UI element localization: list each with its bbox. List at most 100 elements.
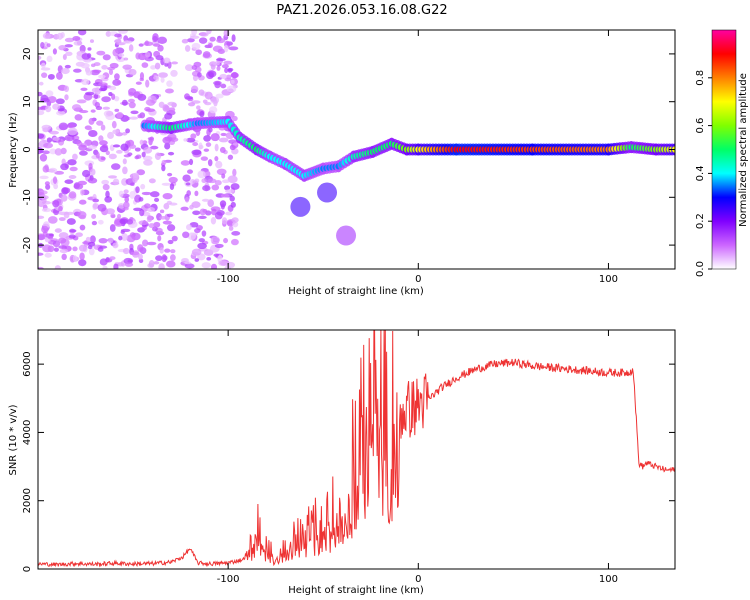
y-tick-label: 0	[22, 566, 33, 572]
noise-speckle	[112, 129, 120, 135]
noise-speckle	[98, 219, 104, 225]
snr-line	[38, 330, 675, 568]
noise-speckle	[206, 257, 212, 261]
noise-speckle	[79, 252, 85, 261]
noise-speckle	[198, 89, 205, 96]
noise-speckle	[210, 263, 218, 269]
noise-speckle	[124, 262, 134, 267]
noise-speckle	[199, 32, 209, 37]
noise-speckle	[118, 53, 125, 58]
noise-speckle	[150, 65, 157, 70]
noise-speckle	[102, 106, 111, 110]
noise-speckle	[202, 51, 211, 58]
noise-speckle	[108, 175, 118, 179]
noise-speckle	[108, 91, 113, 97]
noise-speckle	[71, 104, 82, 111]
noise-speckle	[133, 91, 141, 99]
noise-speckle	[225, 211, 233, 216]
noise-speckle	[158, 263, 165, 269]
noise-speckle	[210, 236, 220, 244]
noise-speckle	[114, 33, 122, 38]
noise-speckle	[94, 87, 101, 95]
noise-speckle	[56, 110, 66, 116]
noise-speckle	[48, 167, 58, 174]
noise-speckle	[189, 204, 194, 210]
noise-speckle	[201, 230, 207, 237]
noise-speckle	[129, 190, 136, 199]
noise-speckle	[164, 142, 171, 150]
noise-speckle	[92, 203, 100, 210]
noise-speckle	[56, 71, 63, 80]
noise-speckle	[44, 181, 50, 186]
noise-speckle	[205, 142, 212, 147]
snr-xlabel: Height of straight line (km)	[288, 585, 424, 596]
noise-speckle	[159, 247, 164, 254]
noise-speckle	[148, 260, 155, 268]
noise-speckle	[161, 182, 172, 186]
noise-speckle	[89, 168, 96, 176]
noise-speckle	[155, 255, 163, 262]
y-tick-label: 20	[22, 48, 33, 61]
noise-speckle	[58, 211, 68, 216]
noise-speckle	[98, 237, 108, 244]
noise-speckle	[216, 58, 226, 62]
noise-speckle	[226, 85, 237, 93]
noise-speckle	[148, 178, 156, 184]
colorbar-ticks: 0.0 0.2 0.4 0.6 0.8	[695, 70, 712, 277]
noise-speckle	[38, 55, 42, 60]
noise-speckle	[45, 90, 54, 97]
noise-speckle	[221, 217, 228, 225]
noise-speckle	[72, 36, 81, 42]
noise-speckle	[214, 156, 219, 162]
colorbar-gradient	[711, 29, 737, 270]
noise-speckle	[194, 228, 201, 234]
noise-speckle	[58, 232, 69, 239]
noise-speckle	[213, 98, 218, 107]
heatmap-area	[38, 30, 675, 269]
noise-speckle	[38, 234, 46, 241]
noise-speckle	[58, 217, 66, 222]
noise-speckle	[121, 233, 128, 241]
colorbar-tick-label: 0.6	[695, 118, 706, 134]
noise-speckle	[128, 68, 137, 76]
noise-speckle	[153, 261, 160, 265]
noise-speckle	[68, 234, 76, 239]
noise-speckle	[47, 216, 58, 224]
noise-speckle	[126, 234, 136, 243]
noise-speckle	[38, 252, 44, 256]
noise-speckle	[42, 244, 52, 253]
noise-speckle	[223, 60, 233, 65]
x-tick-label: 0	[415, 274, 421, 285]
noise-speckle	[68, 175, 77, 180]
noise-speckle	[208, 70, 217, 78]
noise-speckle	[38, 266, 44, 269]
noise-speckle	[73, 68, 82, 73]
noise-speckle	[120, 230, 125, 234]
noise-speckle	[64, 37, 75, 43]
noise-speckle	[220, 203, 225, 210]
noise-speckle	[60, 68, 70, 75]
noise-speckle	[184, 261, 191, 265]
noise-speckle	[93, 69, 102, 74]
spectrogram-frame	[37, 29, 676, 270]
noise-speckle	[135, 81, 142, 85]
noise-speckle	[42, 231, 48, 236]
noise-speckle	[46, 55, 53, 63]
noise-speckle	[201, 198, 210, 202]
noise-speckle	[170, 69, 178, 77]
noise-speckle	[147, 137, 154, 141]
noise-speckle	[199, 208, 207, 216]
x-tick-label: 0	[415, 574, 421, 585]
noise-speckle	[159, 209, 165, 214]
noise-speckle	[187, 169, 194, 174]
noise-speckle	[104, 196, 113, 203]
noise-speckle	[88, 247, 95, 256]
noise-speckle	[166, 260, 176, 268]
noise-speckle	[116, 42, 126, 46]
noise-speckle	[98, 135, 104, 142]
noise-speckle	[231, 34, 236, 43]
colorbar-tick-label: 0.4	[695, 165, 706, 181]
noise-speckle	[144, 40, 149, 46]
noise-speckle	[138, 197, 144, 202]
noise-speckle	[198, 37, 208, 44]
